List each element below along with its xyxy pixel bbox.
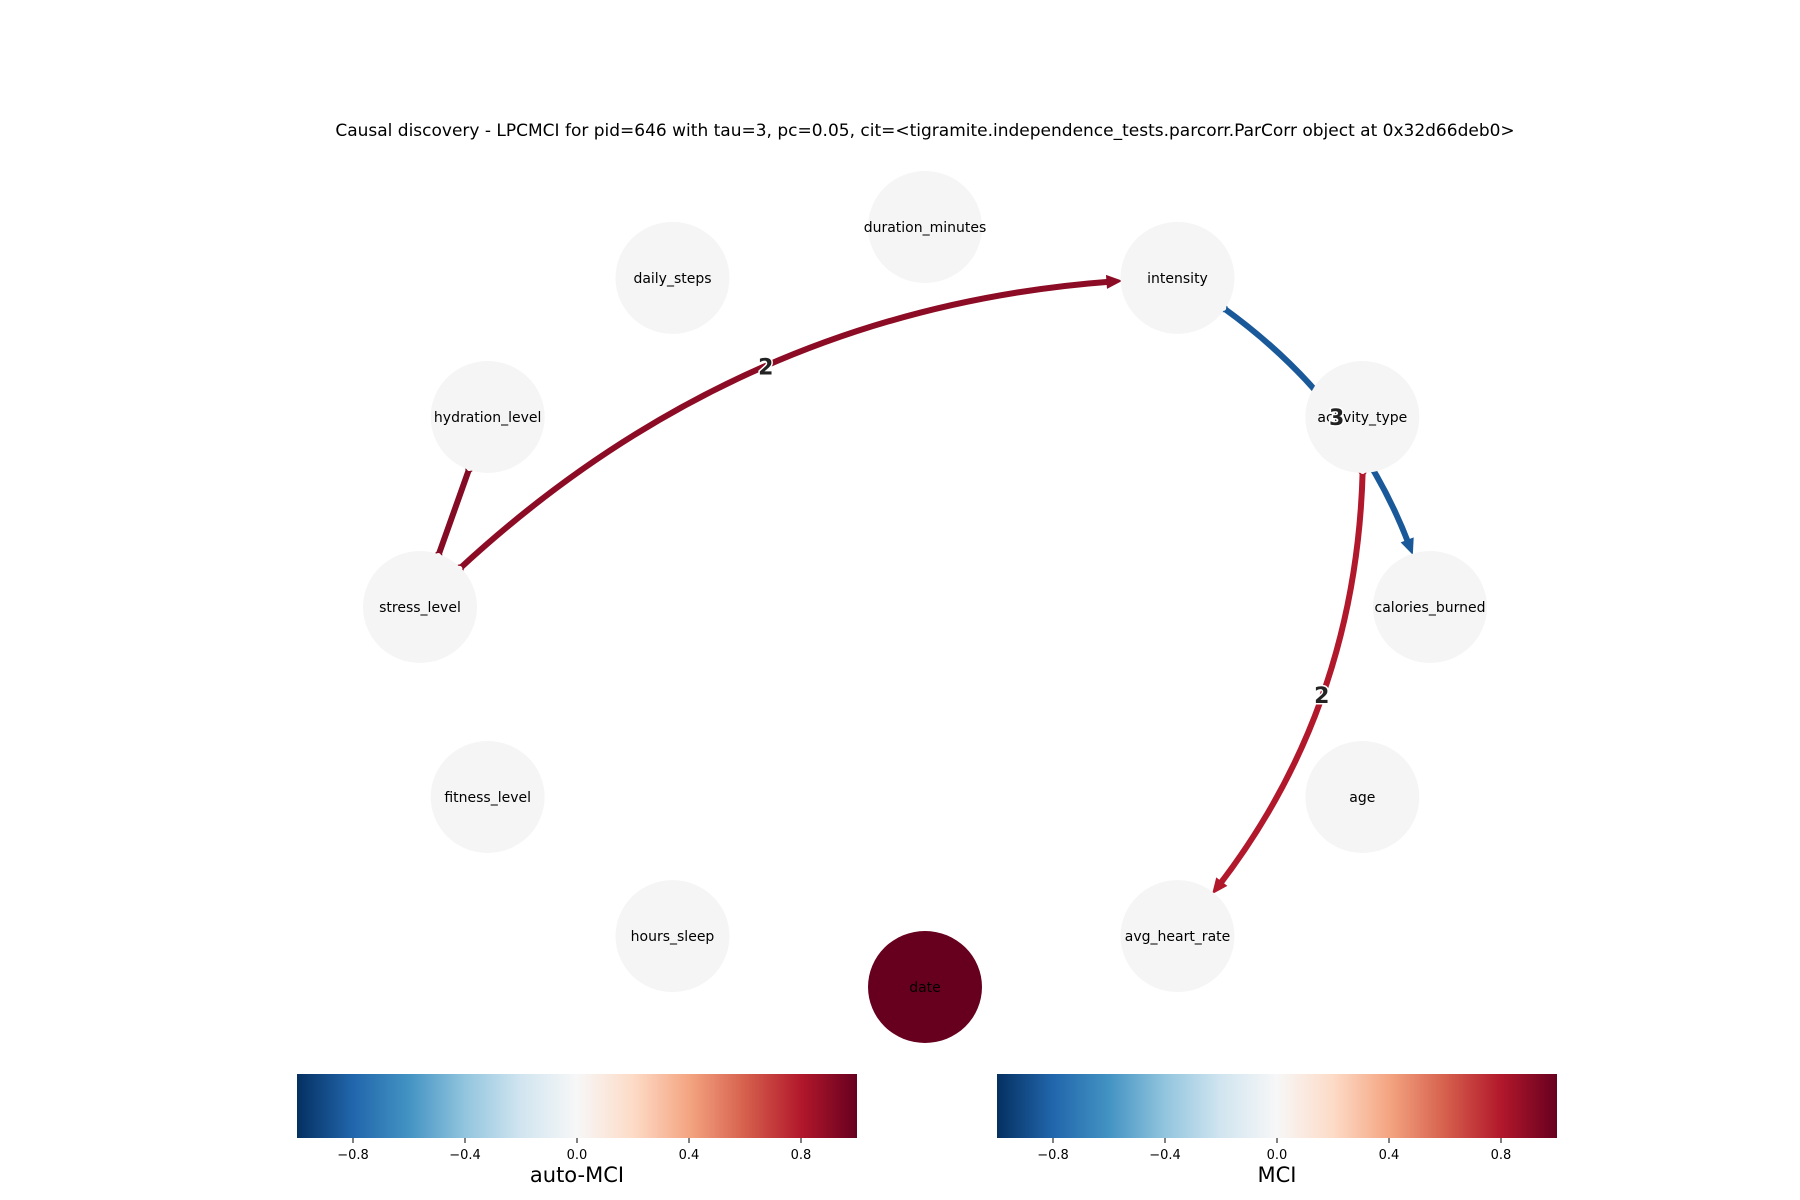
node-circle: [868, 931, 982, 1043]
node-calories_burned: calories_burned: [1373, 551, 1487, 663]
node-date: date: [868, 931, 982, 1043]
node-circle: [1373, 551, 1487, 663]
colorbar-label: auto-MCI: [530, 1163, 624, 1187]
node-circle: [1120, 221, 1235, 334]
node-circle: [1305, 741, 1420, 853]
node-age: age: [1305, 741, 1420, 853]
node-hydration_level: hydration_level: [430, 361, 545, 473]
colorbar-tick-label: 0.8: [1491, 1148, 1512, 1163]
node-label: hydration_level: [434, 410, 542, 426]
edge-line: [435, 467, 473, 557]
colorbar-gradient: [297, 1074, 857, 1138]
colorbar-mci: −0.8 −0.4 0.0 0.4 0.8 MCI: [997, 1074, 1557, 1187]
edge-lag-label: 2: [1314, 684, 1329, 709]
node-label: avg_heart_rate: [1125, 929, 1231, 945]
node-label: daily_steps: [633, 271, 711, 287]
node-fitness_level: fitness_level: [430, 741, 545, 853]
node-circle: [363, 551, 477, 663]
node-daily_steps: daily_steps: [615, 221, 730, 334]
edge-lag-label: 3: [1329, 406, 1344, 431]
node-activity_type: activity_type: [1305, 361, 1420, 473]
node-label: fitness_level: [444, 790, 531, 806]
colorbar-tick-label: 0.0: [1267, 1148, 1288, 1163]
node-circle: [1120, 880, 1235, 993]
node-circle: [615, 221, 730, 334]
node-label: date: [909, 980, 941, 996]
colorbar-tick-label: 0.4: [1379, 1148, 1400, 1163]
colorbar-tick-label: 0.0: [567, 1148, 588, 1163]
node-label: stress_level: [379, 600, 461, 616]
figure-title: Causal discovery - LPCMCI for pid=646 wi…: [335, 121, 1514, 141]
edges-layer: [434, 274, 1414, 895]
colorbar-tick-label: −0.8: [337, 1148, 369, 1163]
colorbar-tick-label: −0.4: [449, 1148, 481, 1163]
colorbar-tick-label: 0.8: [791, 1148, 812, 1163]
node-label: age: [1349, 790, 1375, 806]
node-hours_sleep: hours_sleep: [615, 880, 730, 993]
node-label: hours_sleep: [631, 929, 715, 945]
edge-stress_level-intensity: [455, 274, 1123, 573]
edge-line: [457, 278, 1113, 571]
colorbar-tick-label: −0.4: [1149, 1148, 1181, 1163]
node-circle: [868, 171, 982, 283]
nodes-layer: duration_minutes intensity activity_typeca…: [363, 171, 1487, 1043]
node-circle: [430, 361, 545, 473]
colorbar-tick-label: 0.4: [679, 1148, 700, 1163]
node-circle: [1305, 361, 1420, 473]
colorbar-label: MCI: [1258, 1163, 1297, 1187]
edge-lag-label: 2: [758, 356, 773, 381]
node-label: duration_minutes: [864, 220, 987, 236]
colorbar-tick-label: −0.8: [1037, 1148, 1069, 1163]
edge-arrowhead: [1400, 537, 1414, 555]
edge-stress_level-hydration_level: [434, 464, 474, 560]
node-label: intensity: [1147, 271, 1208, 287]
node-avg_heart_rate: avg_heart_rate: [1120, 880, 1235, 993]
node-label: calories_burned: [1375, 600, 1486, 616]
node-duration_minutes: duration_minutes: [864, 171, 987, 283]
colorbar-auto-mci: −0.8 −0.4 0.0 0.4 0.8 auto-MCI: [297, 1074, 857, 1187]
node-circle: [615, 880, 730, 993]
edge-arrowhead: [1212, 877, 1228, 895]
edge-line: [1215, 471, 1366, 889]
colorbar-gradient: [997, 1074, 1557, 1138]
edge-labels-layer: 3 2 2: [757, 354, 1346, 710]
edge-arrowhead: [1105, 274, 1123, 289]
node-circle: [430, 741, 545, 853]
node-intensity: intensity: [1120, 221, 1235, 334]
node-stress_level: stress_level: [363, 551, 477, 663]
node-label: activity_type: [1317, 410, 1407, 426]
